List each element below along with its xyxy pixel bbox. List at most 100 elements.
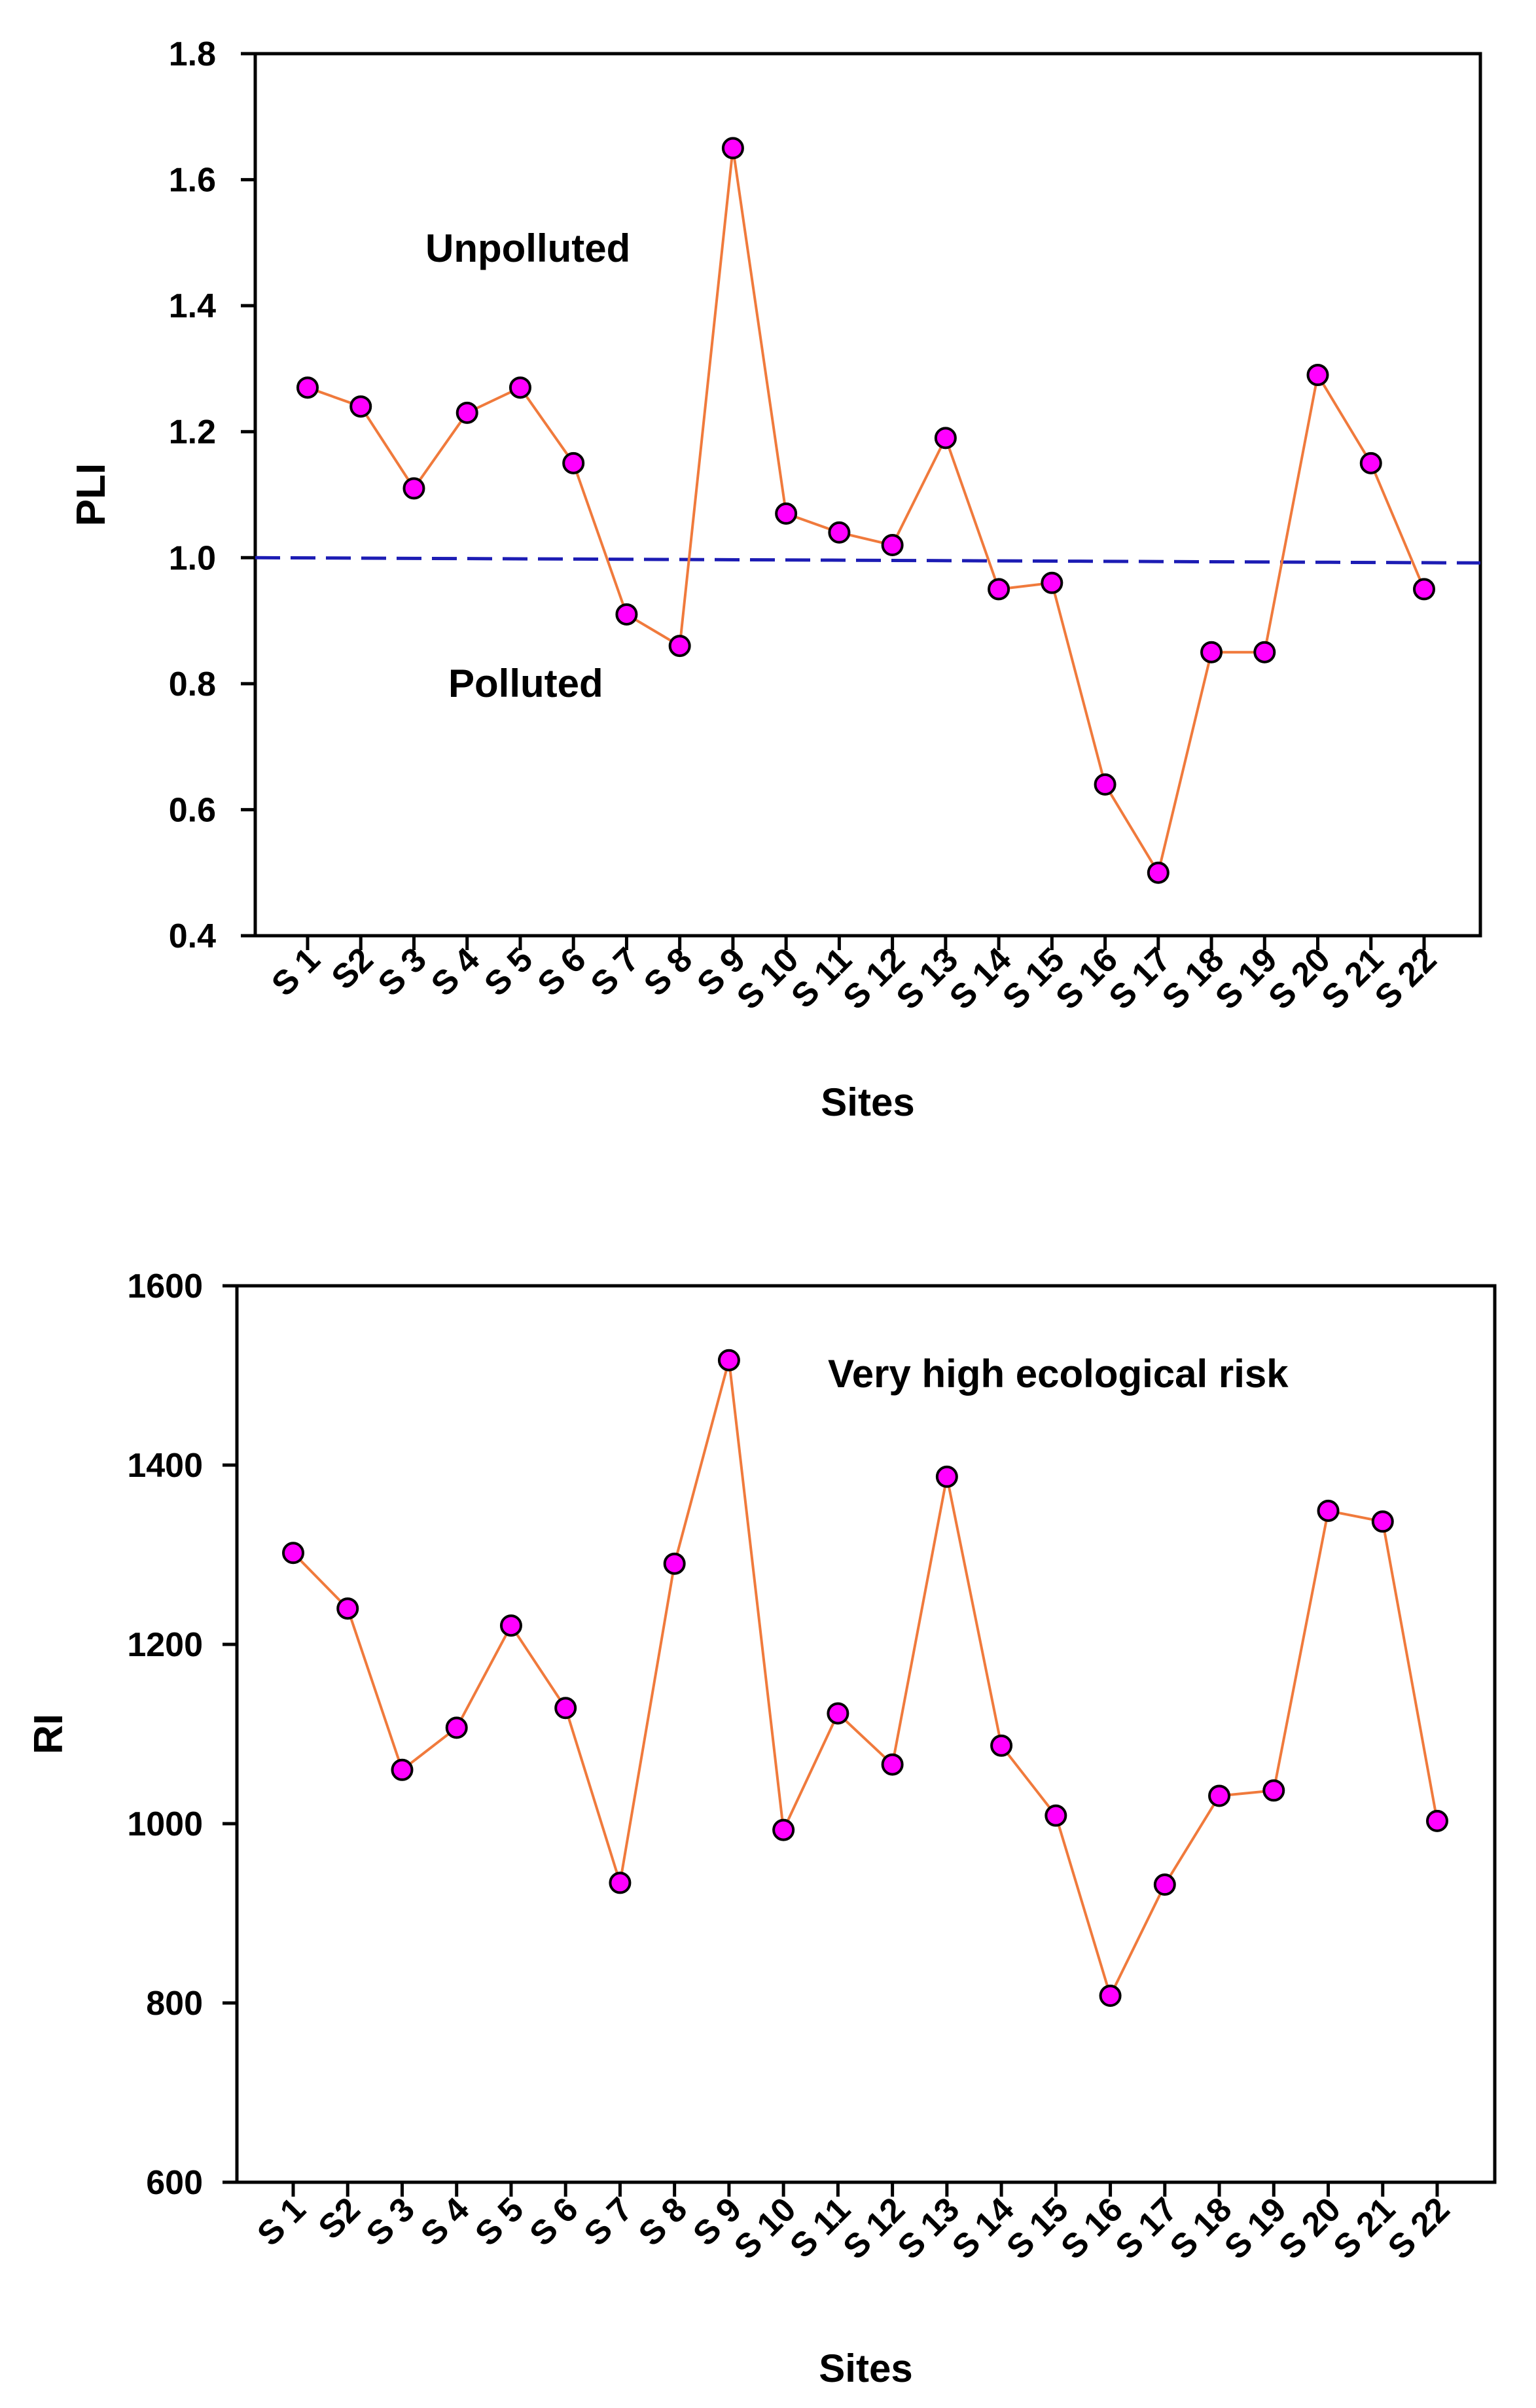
x-tick-label: S 1	[250, 2190, 313, 2253]
x-tick-label: S 8	[637, 940, 700, 1003]
y-tick-label: 1.8	[169, 35, 216, 73]
x-tick-label: S 15	[999, 2190, 1076, 2267]
x-tick-label: S 10	[727, 2190, 804, 2267]
y-tick-label: 1400	[127, 1447, 203, 1485]
annotation: Unpolluted	[425, 226, 630, 270]
x-tick-label: S 22	[1368, 940, 1444, 1017]
x-tick-label: S 8	[632, 2190, 694, 2253]
data-point	[1359, 452, 1382, 474]
y-axis-title: RI	[26, 1714, 71, 1754]
data-point	[1200, 641, 1223, 664]
y-tick-label: 0.4	[169, 917, 216, 955]
y-tick-label: 1000	[127, 1805, 203, 1843]
data-point	[721, 137, 744, 160]
data-point	[1253, 641, 1276, 664]
data-point	[1208, 1784, 1231, 1807]
plot-frame	[253, 52, 1482, 938]
data-point	[772, 1818, 795, 1841]
series-line	[307, 148, 1425, 876]
data-point	[1371, 1510, 1394, 1533]
y-tick-label: 1600	[127, 1267, 203, 1305]
data-point	[562, 452, 585, 474]
data-point	[881, 534, 904, 557]
x-axis-title: Sites	[819, 2346, 912, 2390]
y-tick-label: 1.4	[169, 287, 216, 325]
y-axis-title: PLI	[69, 463, 114, 526]
x-tick-label: S 5	[477, 940, 540, 1003]
data-point	[402, 477, 425, 500]
x-axis-title: Sites	[821, 1080, 914, 1124]
y-tick-label: 0.8	[169, 665, 216, 703]
x-tick-label: S 6	[530, 940, 593, 1003]
data-point	[1306, 364, 1329, 387]
data-point	[391, 1758, 414, 1781]
data-point	[828, 521, 851, 544]
data-point	[1041, 571, 1063, 594]
data-point	[509, 376, 531, 399]
x-tick-label: S 21	[1327, 2190, 1403, 2267]
data-point	[935, 1465, 958, 1488]
y-tick-label: 1.0	[169, 539, 216, 577]
data-point	[827, 1702, 849, 1725]
data-point	[988, 578, 1010, 601]
data-point	[775, 502, 798, 525]
reference-line	[255, 556, 1481, 565]
data-point	[1262, 1779, 1285, 1802]
x-tick-label: S 19	[1217, 2190, 1294, 2267]
data-point	[554, 1697, 577, 1720]
data-point	[1045, 1804, 1067, 1827]
x-tick-label: S2	[312, 2190, 368, 2246]
plot-frame	[235, 1284, 1497, 2184]
y-tick-label: 600	[146, 2164, 203, 2202]
x-tick-label: S 6	[522, 2190, 585, 2253]
data-point	[349, 395, 372, 418]
data-point	[1413, 578, 1435, 601]
x-tick-label: S 4	[414, 2190, 476, 2253]
data-point	[990, 1734, 1013, 1757]
x-tick-label: S 12	[836, 2190, 912, 2267]
data-point	[1094, 773, 1116, 796]
data-point	[1099, 1985, 1122, 2008]
data-point	[1317, 1499, 1340, 1522]
data-point	[1426, 1809, 1448, 1832]
data-point	[663, 1552, 686, 1575]
x-tick-label: S 3	[371, 940, 434, 1003]
series-line	[292, 1360, 1438, 2000]
data-point	[717, 1349, 740, 1372]
y-tick-label: 1.6	[169, 162, 216, 200]
x-tick-label: S 3	[359, 2190, 422, 2253]
annotation: Polluted	[448, 662, 603, 705]
y-tick-label: 1200	[127, 1626, 203, 1664]
x-tick-label: S 17	[1109, 2190, 1185, 2267]
x-tick-label: S 16	[1054, 2190, 1130, 2267]
data-point	[1153, 1873, 1176, 1896]
data-point	[881, 1753, 904, 1776]
data-point	[615, 603, 638, 626]
y-tick-label: 0.6	[169, 791, 216, 829]
data-point	[296, 376, 319, 399]
data-point	[668, 635, 691, 658]
data-point	[455, 401, 478, 424]
data-point	[336, 1597, 359, 1620]
x-tick-label: S 11	[783, 2190, 858, 2265]
data-point	[282, 1542, 304, 1565]
x-tick-label: S 18	[1163, 2190, 1240, 2267]
y-tick-label: 800	[146, 1985, 203, 2023]
data-point	[934, 427, 957, 450]
x-tick-label: S 20	[1272, 2190, 1348, 2267]
x-tick-label: S 5	[468, 2190, 531, 2253]
data-point	[1147, 861, 1170, 884]
x-tick-label: S 22	[1381, 2190, 1457, 2267]
x-tick-label: S 4	[424, 940, 487, 1003]
data-point	[609, 1871, 632, 1894]
x-tick-label: S 13	[891, 2190, 967, 2267]
data-point	[499, 1614, 522, 1637]
x-tick-label: S 7	[584, 940, 647, 1003]
x-tick-label: S 7	[577, 2190, 640, 2253]
x-tick-label: S 1	[264, 940, 327, 1003]
annotation: Very high ecological risk	[828, 1352, 1289, 1396]
